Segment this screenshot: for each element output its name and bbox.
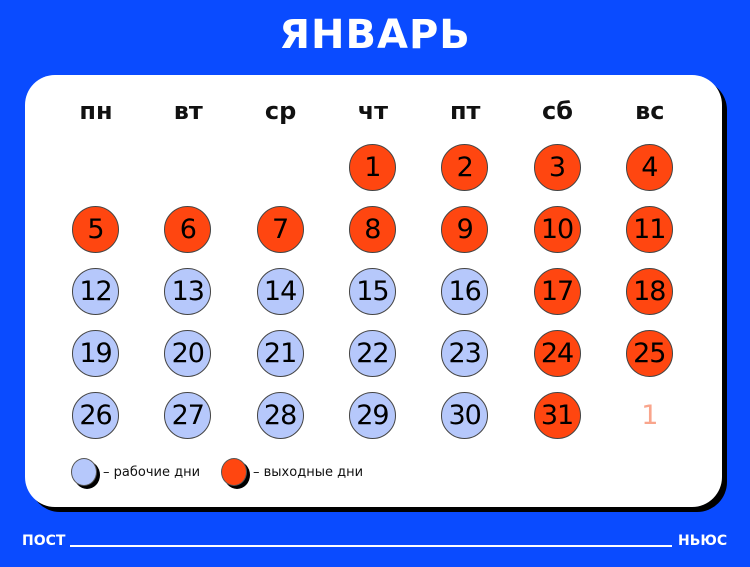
day-off: 9 bbox=[441, 206, 489, 253]
weekday-header: ср bbox=[264, 97, 297, 125]
weekday-header: чт bbox=[357, 97, 389, 125]
weekday-header: пт bbox=[449, 97, 481, 125]
legend-workdays-label: – рабочие дни bbox=[103, 464, 201, 480]
footer-divider bbox=[70, 545, 672, 547]
day-off: 10 bbox=[533, 206, 581, 253]
day-off: 1 bbox=[348, 144, 396, 191]
workday: 29 bbox=[348, 392, 396, 439]
day-off: 5 bbox=[72, 206, 119, 253]
next-month-day: 1 bbox=[641, 400, 658, 431]
month-title: ЯНВАРЬ bbox=[279, 12, 471, 58]
workday: 27 bbox=[164, 392, 212, 439]
day-off: 6 bbox=[164, 206, 212, 253]
dayoff-swatch bbox=[221, 458, 247, 486]
day-off: 11 bbox=[625, 206, 673, 253]
workday: 19 bbox=[72, 330, 119, 377]
day-off: 7 bbox=[256, 206, 304, 253]
workday: 23 bbox=[441, 330, 489, 377]
legend-daysoff: – выходные дни bbox=[221, 458, 363, 486]
workday: 30 bbox=[441, 392, 489, 439]
day-off: 18 bbox=[625, 268, 673, 315]
footer-left-logo: ПОСТ bbox=[22, 533, 66, 549]
day-off: 3 bbox=[533, 144, 581, 191]
weekday-header: пн bbox=[79, 97, 113, 125]
workday: 26 bbox=[72, 392, 119, 439]
legend-workdays: – рабочие дни bbox=[71, 458, 200, 486]
day-off: 8 bbox=[348, 206, 396, 253]
workday: 12 bbox=[72, 268, 119, 315]
workday: 13 bbox=[164, 268, 212, 315]
workday-swatch bbox=[71, 458, 97, 486]
weekday-header: вс bbox=[635, 97, 665, 125]
workday: 15 bbox=[348, 268, 396, 315]
workday: 22 bbox=[348, 330, 396, 377]
workday: 16 bbox=[441, 268, 489, 315]
day-off: 31 bbox=[533, 392, 581, 439]
weekday-header: вт bbox=[173, 97, 203, 125]
workday: 20 bbox=[164, 330, 212, 377]
workday: 28 bbox=[256, 392, 304, 439]
day-off: 2 bbox=[441, 144, 489, 191]
workday: 14 bbox=[256, 268, 304, 315]
day-off: 25 bbox=[625, 330, 673, 377]
weekday-header: сб bbox=[542, 97, 573, 125]
day-off: 24 bbox=[533, 330, 581, 377]
footer-right-logo: НЬЮС bbox=[678, 533, 728, 549]
legend-daysoff-label: – выходные дни bbox=[253, 464, 364, 480]
day-off: 17 bbox=[533, 268, 581, 315]
workday: 21 bbox=[256, 330, 304, 377]
day-off: 4 bbox=[625, 144, 673, 191]
calendar-card: – рабочие дни – выходные дни пн вт ср чт пт с… bbox=[25, 75, 722, 507]
